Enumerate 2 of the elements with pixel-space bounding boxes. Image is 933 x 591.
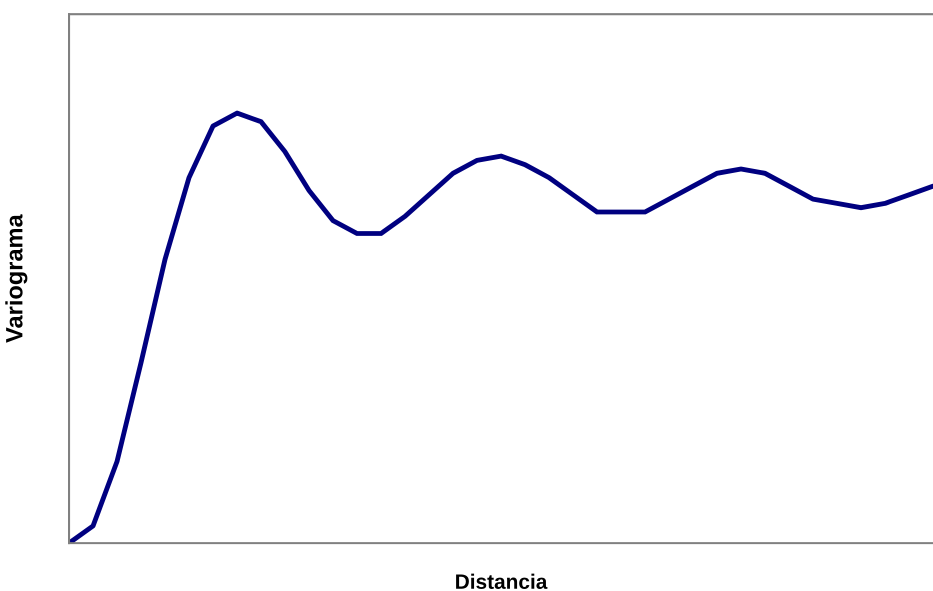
x-axis-title: Distancia	[456, 574, 548, 589]
y-axis-title: Variograma	[5, 214, 28, 343]
